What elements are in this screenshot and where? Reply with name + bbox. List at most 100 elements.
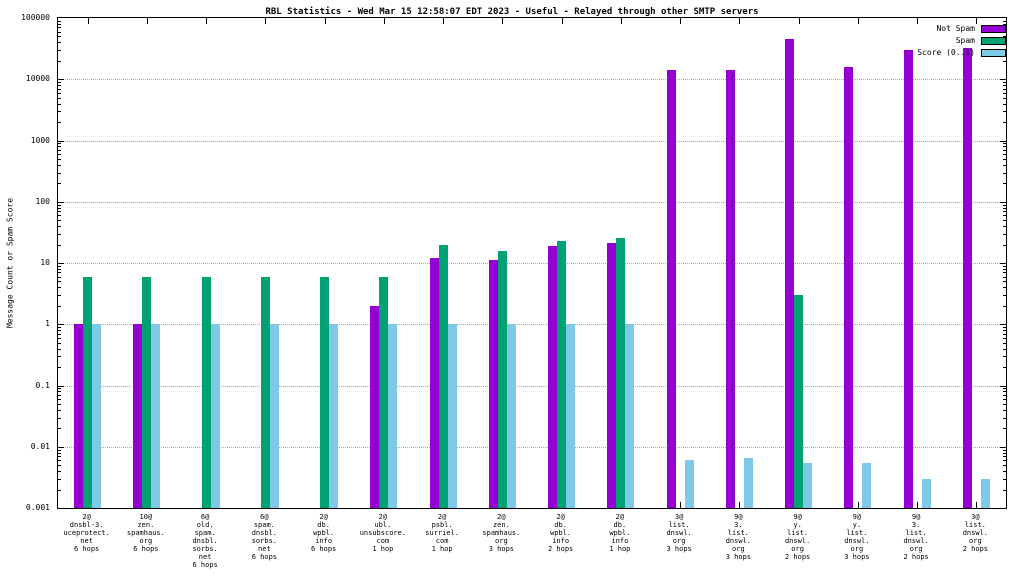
bar-score xyxy=(743,458,753,508)
x-category-label: 2@ db. wpbl. info 1 hop xyxy=(609,513,631,553)
y-minor-tick xyxy=(1003,146,1006,148)
y-tick xyxy=(1000,324,1006,326)
y-minor-tick xyxy=(1003,60,1006,62)
bar-spam xyxy=(557,240,567,508)
y-tick xyxy=(1000,140,1006,142)
y-minor-tick xyxy=(58,449,61,451)
y-minor-tick xyxy=(1003,204,1006,206)
gridline xyxy=(58,324,1006,326)
bar-not-spam xyxy=(370,305,380,508)
y-minor-tick xyxy=(58,85,61,87)
x-tick xyxy=(324,18,326,24)
y-minor-tick xyxy=(58,465,61,467)
x-category-label: 2@ db. wpbl. info 2 hops xyxy=(547,513,574,553)
y-tick-label: 0.001 xyxy=(25,503,50,512)
x-tick xyxy=(739,18,741,24)
bar-spam xyxy=(320,276,330,508)
y-minor-tick xyxy=(1003,215,1006,217)
bar-score xyxy=(803,462,813,508)
x-category-label: 2@ db. wpbl. info 6 hops xyxy=(310,513,337,553)
y-minor-tick xyxy=(1003,82,1006,84)
y-minor-tick xyxy=(58,265,61,267)
y-tick xyxy=(58,446,64,448)
y-minor-tick xyxy=(1003,97,1006,99)
y-minor-tick xyxy=(1003,295,1006,297)
y-minor-tick xyxy=(58,220,61,222)
y-tick xyxy=(58,79,64,81)
y-minor-tick xyxy=(58,31,61,33)
y-minor-tick xyxy=(1003,172,1006,174)
y-minor-tick xyxy=(1003,348,1006,350)
legend: Not Spam Spam Score (0..1) xyxy=(917,24,1006,60)
legend-label: Not Spam xyxy=(936,24,975,33)
y-minor-tick xyxy=(58,391,61,393)
y-minor-tick xyxy=(1003,305,1006,307)
legend-item: Spam xyxy=(917,36,1006,45)
y-minor-tick xyxy=(1003,244,1006,246)
x-tick xyxy=(976,18,978,24)
y-minor-tick xyxy=(58,276,61,278)
y-tick-label: 1000 xyxy=(30,135,50,145)
y-minor-tick xyxy=(58,42,61,44)
x-tick xyxy=(857,18,859,24)
y-minor-tick xyxy=(1003,337,1006,339)
y-minor-tick xyxy=(58,287,61,289)
y-minor-tick xyxy=(1003,220,1006,222)
bar-score xyxy=(862,462,872,508)
y-minor-tick xyxy=(58,149,61,151)
x-tick xyxy=(383,18,385,24)
y-minor-tick xyxy=(1003,460,1006,462)
y-minor-tick xyxy=(1003,409,1006,411)
y-minor-tick xyxy=(1003,403,1006,405)
y-minor-tick xyxy=(1003,287,1006,289)
y-minor-tick xyxy=(58,428,61,430)
bar-not-spam xyxy=(725,70,735,508)
x-category-label: 9@ 3. list. dnswl. org 3 hops xyxy=(725,513,752,561)
y-minor-tick xyxy=(58,394,61,396)
y-minor-tick xyxy=(58,146,61,148)
x-category-label: 6@ old. spam. dnsbl. sorbs. net 6 hops xyxy=(192,513,218,569)
y-minor-tick xyxy=(1003,88,1006,90)
y-minor-tick xyxy=(58,211,61,213)
y-tick xyxy=(58,324,64,326)
y-tick xyxy=(1000,79,1006,81)
y-minor-tick xyxy=(1003,207,1006,209)
y-minor-tick xyxy=(58,327,61,329)
y-minor-tick xyxy=(1003,158,1006,160)
y-minor-tick xyxy=(58,60,61,62)
y-minor-tick xyxy=(1003,333,1006,335)
y-tick xyxy=(58,263,64,264)
y-tick xyxy=(58,201,64,203)
y-minor-tick xyxy=(1003,489,1006,491)
y-minor-tick xyxy=(1003,388,1006,390)
chart-title: RBL Statistics - Wed Mar 15 12:58:07 EDT… xyxy=(265,7,759,17)
bar-not-spam xyxy=(74,324,84,508)
y-minor-tick xyxy=(58,268,61,270)
y-minor-tick xyxy=(58,244,61,246)
bar-score xyxy=(388,324,398,508)
y-minor-tick xyxy=(58,226,61,228)
bar-spam xyxy=(83,276,93,508)
x-category-label: 2@ ubl. unsubscore. com 1 hop xyxy=(359,513,407,553)
y-minor-tick xyxy=(58,27,61,29)
y-minor-tick xyxy=(58,305,61,307)
y-tick-label: 10000 xyxy=(25,74,50,84)
y-minor-tick xyxy=(1003,111,1006,113)
bar-spam xyxy=(142,276,152,508)
x-axis-labels: 2@ dnsbl-3. uceprotect. net 6 hops 10@ ze… xyxy=(57,513,1007,573)
y-tick xyxy=(1000,201,1006,203)
y-minor-tick xyxy=(1003,342,1006,344)
y-minor-tick xyxy=(1003,149,1006,151)
bar-not-spam xyxy=(607,243,617,508)
y-minor-tick xyxy=(58,164,61,166)
x-tick xyxy=(561,18,563,24)
y-minor-tick xyxy=(58,158,61,160)
bar-spam xyxy=(794,295,804,508)
y-minor-tick xyxy=(1003,265,1006,267)
y-minor-tick xyxy=(58,154,61,156)
x-tick xyxy=(265,18,267,24)
bar-spam xyxy=(379,276,389,508)
y-minor-tick xyxy=(1003,211,1006,213)
y-tick xyxy=(58,385,64,387)
bar-score xyxy=(625,324,635,508)
